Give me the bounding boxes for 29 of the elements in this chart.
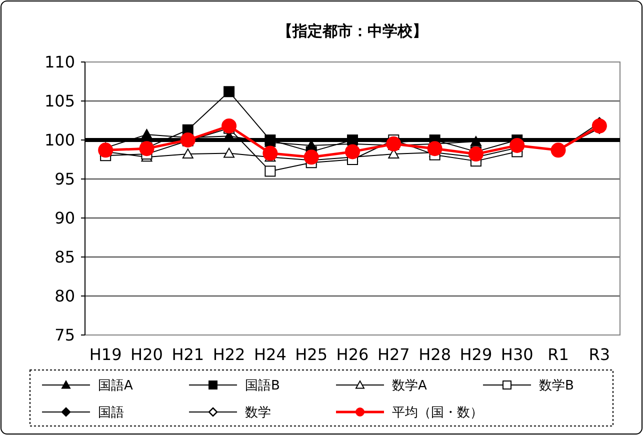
y-tick-label: 100 [44,130,75,150]
y-tick-label: 95 [54,170,75,189]
x-tick-label: H30 [500,345,534,364]
x-tick-label: H21 [172,345,204,364]
legend-label: 数学B [539,378,574,394]
y-tick-label: 85 [54,248,75,267]
x-tick-label: H27 [377,345,410,364]
y-tick-label: 110 [44,52,75,72]
legend-label: 平均（国・数） [392,406,483,421]
legend-label: 国語 [98,406,124,421]
y-tick-label: 105 [44,92,75,111]
x-tick-label: H29 [460,345,492,364]
x-tick-label: H25 [295,345,328,364]
x-tick-label: H20 [130,345,163,364]
legend-label: 国語B [245,378,280,394]
x-tick-label: H19 [89,345,122,364]
x-tick-label: H26 [336,345,369,364]
x-tick-label: R3 [588,345,610,364]
y-tick-label: 90 [54,208,75,228]
x-tick-label: R1 [548,345,569,364]
legend-label: 数学 [245,406,271,421]
y-tick-label: 75 [54,326,75,345]
y-tick-label: 80 [54,286,75,306]
x-tick-label: H24 [254,345,286,364]
x-tick-label: H22 [212,345,246,364]
chart-title: 【指定都市：中学校】 [278,22,428,40]
x-tick-label: H28 [418,345,452,364]
legend-label: 数学A [392,378,427,394]
legend-label: 国語A [98,378,133,394]
